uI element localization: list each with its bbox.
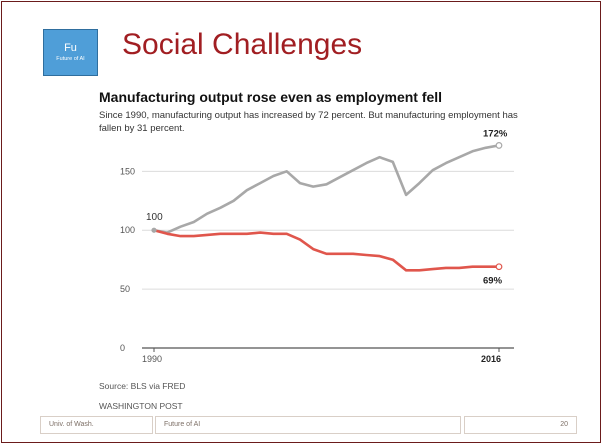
chart-publisher: WASHINGTON POST — [99, 401, 183, 411]
chart-source: Source: BLS via FRED — [99, 381, 186, 391]
chart-subtitle: Since 1990, manufacturing output has inc… — [99, 110, 518, 134]
badge-abbrev: Fu — [64, 42, 77, 54]
series-end-marker-0 — [495, 142, 503, 149]
series-line-0 — [152, 144, 501, 234]
footer-page-number: 20 — [464, 416, 577, 434]
x-tick-label: 1990 — [142, 354, 162, 364]
start-label: 100 — [146, 212, 163, 223]
footer-center: Future of AI — [155, 416, 461, 434]
start-marker — [151, 227, 157, 233]
series-end-marker-1 — [495, 263, 503, 271]
y-tick-label: 50 — [120, 284, 130, 294]
y-tick-label: 0 — [120, 343, 125, 353]
y-tick-label: 150 — [120, 166, 135, 176]
section-badge: Fu Future of AI — [43, 29, 98, 76]
badge-caption: Future of AI — [56, 56, 85, 62]
slide-title: Social Challenges — [122, 28, 363, 61]
footer-left: Univ. of Wash. — [40, 416, 153, 434]
chart-title: Manufacturing output rose even as employ… — [99, 89, 443, 105]
series-end-label-1: 69% — [483, 276, 503, 287]
series-end-label-0: 172% — [483, 128, 508, 139]
series-line-1 — [152, 228, 501, 272]
y-tick-label: 100 — [120, 225, 135, 235]
x-tick-label: 2016 — [481, 354, 501, 364]
